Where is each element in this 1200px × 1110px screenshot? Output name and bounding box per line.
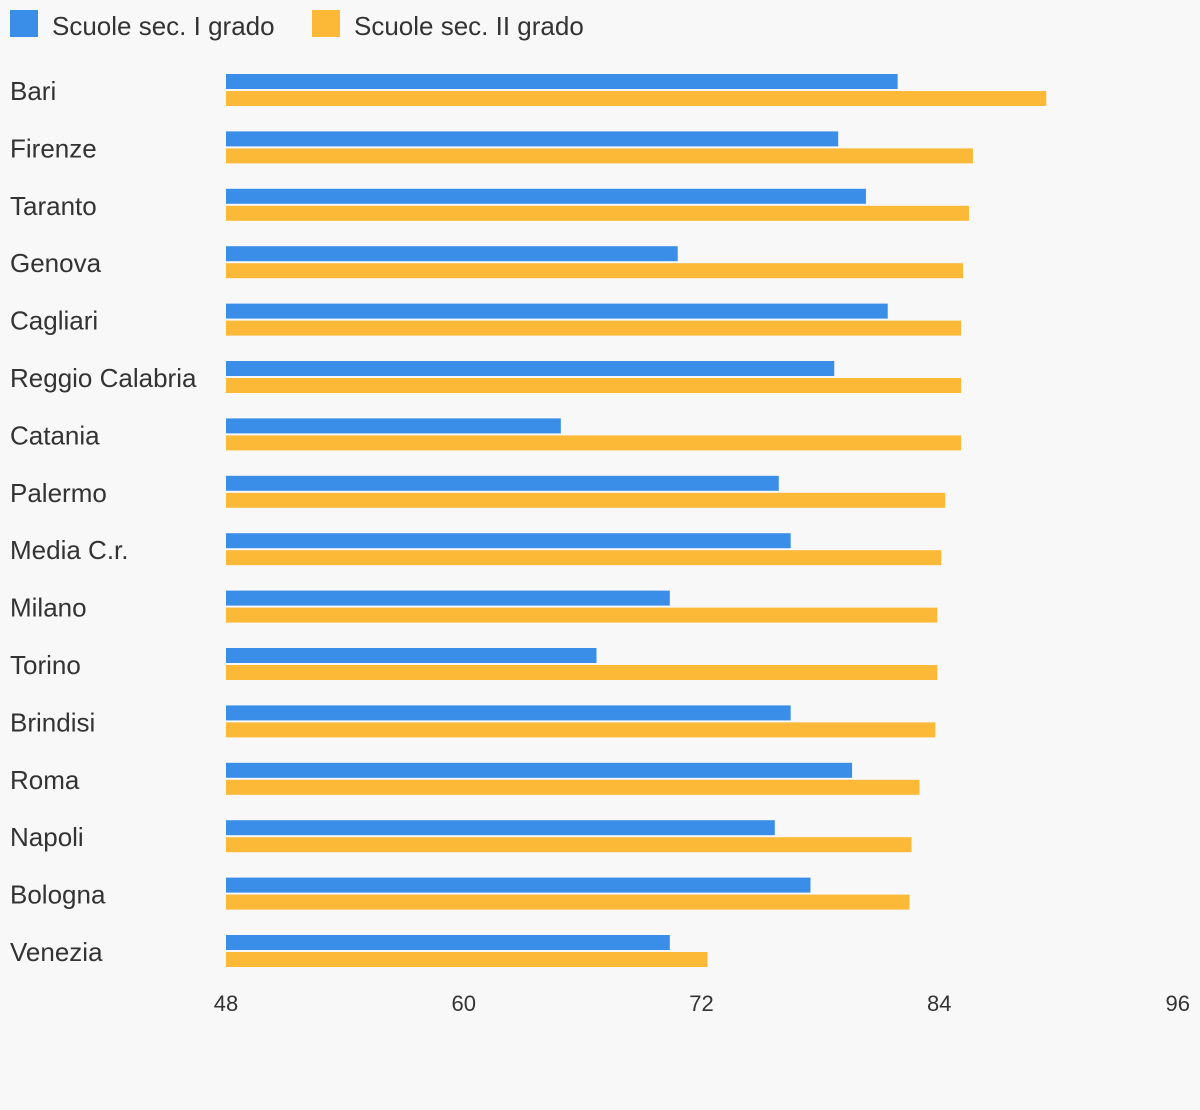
bar-series-2 (226, 722, 936, 738)
legend-label-2: Scuole sec. II grado (354, 11, 584, 41)
bar-series-2 (226, 607, 938, 623)
bars (226, 74, 1047, 967)
bar-series-2 (226, 894, 910, 910)
x-tick-label: 48 (214, 991, 238, 1016)
category-label: Genova (10, 248, 102, 278)
category-label: Taranto (10, 191, 97, 221)
bar-series-2 (226, 378, 962, 393)
bar-series-2 (226, 779, 920, 795)
x-tick-label: 84 (927, 991, 951, 1016)
category-label: Bari (10, 76, 56, 106)
category-label: Torino (10, 650, 81, 680)
bar-series-1 (226, 762, 853, 778)
bar-series-1 (226, 188, 866, 204)
bar-series-2 (226, 837, 912, 853)
x-tick-label: 60 (452, 991, 476, 1016)
bar-series-1 (226, 820, 775, 836)
bar-series-1 (226, 877, 811, 893)
category-label: Media C.r. (10, 535, 129, 565)
bar-series-1 (226, 648, 597, 663)
category-label: Bologna (10, 880, 106, 910)
legend-swatch-1 (10, 10, 38, 37)
legend-label-1: Scuole sec. I grado (52, 11, 275, 41)
bar-series-1 (226, 361, 835, 376)
x-tick-label: 96 (1166, 991, 1190, 1016)
bar-series-2 (226, 492, 946, 508)
legend: Scuole sec. I grado Scuole sec. II grado (10, 10, 584, 41)
bar-series-2 (226, 550, 942, 566)
legend-swatch-2 (312, 10, 340, 37)
x-tick-label: 72 (689, 991, 713, 1016)
bar-series-2 (226, 205, 969, 221)
bar-series-2 (226, 148, 973, 164)
bar-series-1 (226, 418, 561, 434)
category-label: Roma (10, 765, 80, 795)
bar-series-1 (226, 246, 678, 262)
bar-series-1 (226, 303, 888, 319)
category-label: Palermo (10, 478, 107, 508)
bar-series-2 (226, 665, 938, 680)
bar-series-1 (226, 74, 898, 89)
bar-series-2 (226, 320, 962, 336)
category-label: Brindisi (10, 707, 95, 737)
bar-series-1 (226, 935, 670, 950)
bar-series-2 (226, 435, 962, 451)
category-label: Reggio Calabria (10, 363, 197, 393)
category-label: Cagliari (10, 306, 98, 336)
category-label: Napoli (10, 822, 84, 852)
bar-series-1 (226, 705, 791, 721)
bar-series-2 (226, 952, 708, 967)
x-axis: 48 60 72 84 96 (214, 991, 1190, 1016)
bar-series-1 (226, 131, 839, 147)
bar-series-1 (226, 475, 779, 491)
category-label: Milano (10, 593, 87, 623)
category-label: Venezia (10, 937, 103, 967)
category-labels: Bari Firenze Taranto Genova Cagliari Reggio C… (10, 76, 197, 967)
category-label: Catania (10, 420, 100, 450)
bar-series-2 (226, 263, 964, 279)
category-label: Firenze (10, 133, 97, 163)
bar-series-1 (226, 533, 791, 549)
bar-series-1 (226, 590, 670, 606)
bar-series-2 (226, 91, 1047, 106)
